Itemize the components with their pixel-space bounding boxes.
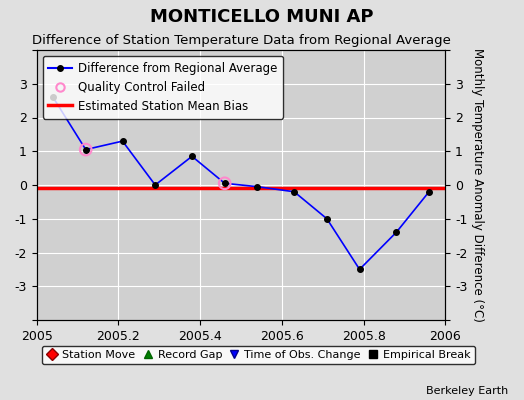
- Title: Difference of Station Temperature Data from Regional Average: Difference of Station Temperature Data f…: [31, 34, 451, 48]
- Y-axis label: Monthly Temperature Anomaly Difference (°C): Monthly Temperature Anomaly Difference (…: [471, 48, 484, 322]
- Legend: Station Move, Record Gap, Time of Obs. Change, Empirical Break: Station Move, Record Gap, Time of Obs. C…: [42, 346, 475, 364]
- Text: MONTICELLO MUNI AP: MONTICELLO MUNI AP: [150, 8, 374, 26]
- Point: [221, 180, 229, 186]
- Point: [82, 146, 90, 153]
- Text: Berkeley Earth: Berkeley Earth: [426, 386, 508, 396]
